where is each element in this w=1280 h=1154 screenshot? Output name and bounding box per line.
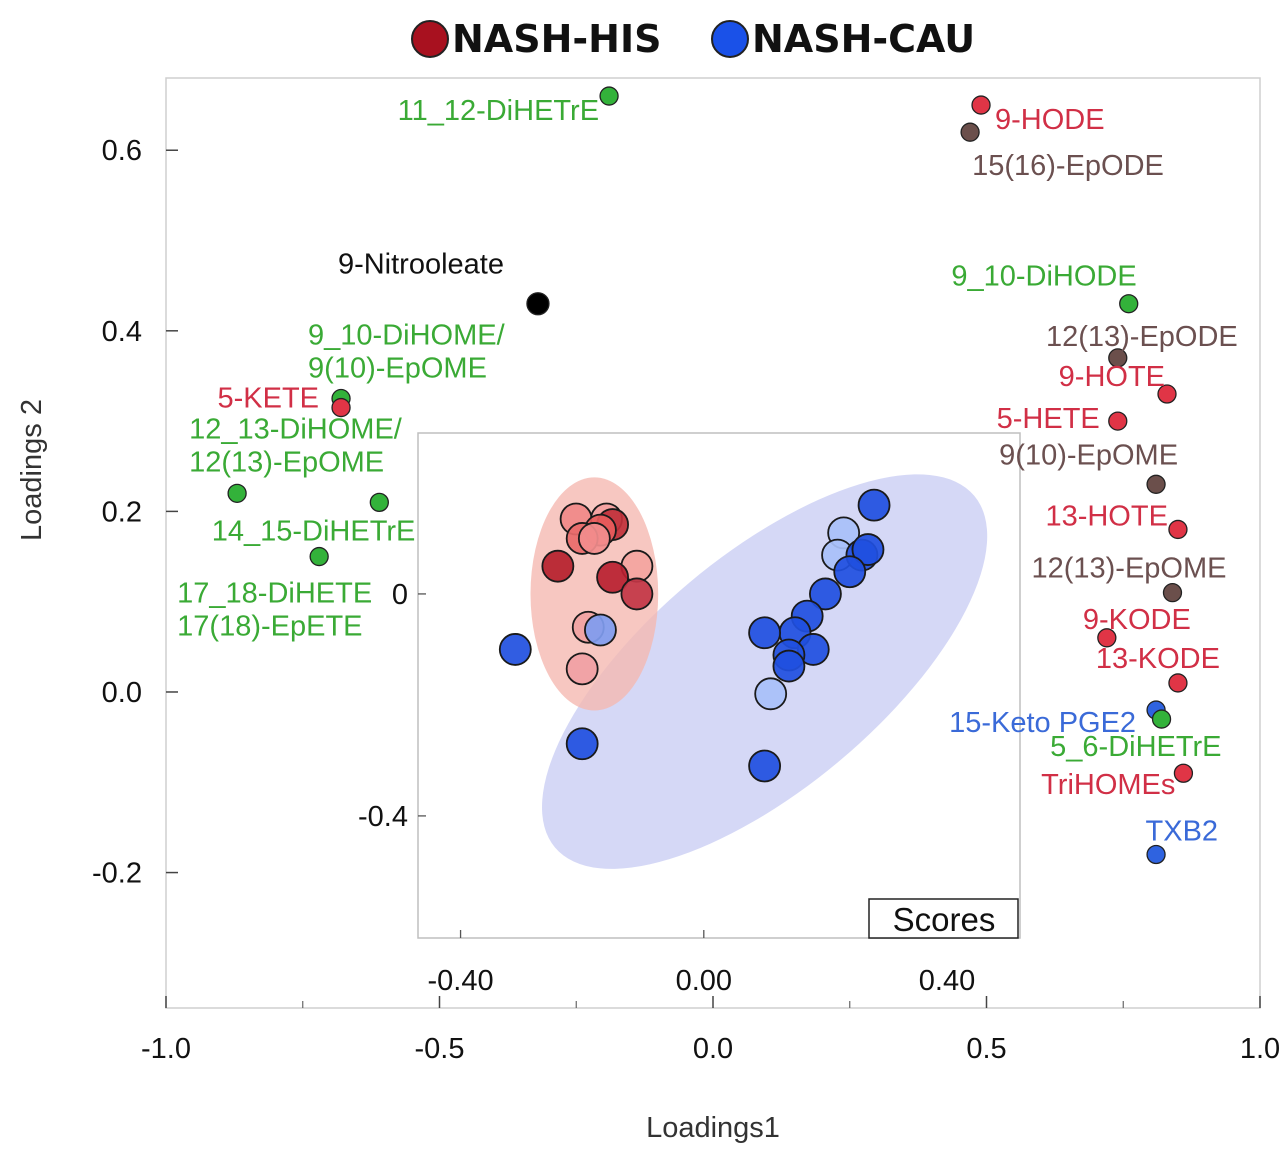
loadings-y-tick-label: 0.2 (102, 496, 142, 528)
loading-point-label: TXB2 (1146, 816, 1219, 848)
loading-point-label: 13-HOTE (1045, 500, 1167, 532)
chart-legend: NASH-HIS NASH-CAU (411, 17, 975, 61)
loading-point-9-10-epome (1146, 474, 1166, 494)
loading-point-12-13-dihome-12-13-epome (227, 483, 247, 503)
score-point-nash-cau (584, 613, 617, 647)
loadings-y-tick-label: -0.2 (92, 858, 142, 890)
loading-point-label: 9-KODE (1083, 604, 1191, 636)
loading-point-17-18-dihete-17-18-epete (309, 546, 329, 567)
scores-y-tick-label: -0.4 (358, 801, 408, 833)
loading-point-label: 9_10-DiHODE (951, 261, 1136, 293)
loading-point-5-6-dihetre (1151, 709, 1172, 729)
loading-point-9-nitrooleate (526, 292, 550, 316)
loading-point-5-kete (331, 397, 351, 418)
loadings-x-tick-label: -1.0 (141, 1033, 191, 1065)
loading-point-label: TriHOMEs (1041, 769, 1175, 801)
score-point-nash-cau (498, 633, 532, 666)
loading-point-label: 11_12-DiHETrE (398, 95, 599, 127)
loading-point-label: 15(16)-EpODE (972, 150, 1164, 182)
loadings-y-tick-label: 0.4 (102, 316, 142, 348)
score-point-nash-cau (833, 555, 867, 589)
legend-label-nash-cau: NASH-CAU (752, 17, 975, 61)
loadings-y-axis-title: Loadings 2 (16, 399, 48, 541)
confidence-ellipse-nash-his (530, 477, 659, 711)
scores-x-tick-label: 0.40 (919, 965, 975, 997)
loading-point-13-hote (1168, 519, 1188, 540)
loading-point-9-kode (1097, 628, 1117, 648)
loading-point-label: 9-HOTE (1059, 361, 1165, 393)
loading-point-label: 13-KODE (1096, 643, 1220, 675)
loading-point-label: 14_15-DiHETrE (212, 515, 416, 547)
score-point-nash-cau (748, 749, 782, 783)
loading-point-label: 17_18-DiHETE 17(18)-EpETE (177, 578, 372, 643)
legend-marker-nash-cau (711, 20, 749, 58)
score-point-nash-cau (809, 577, 842, 611)
loadings-x-tick-label: 1.0 (1240, 1033, 1280, 1065)
score-point-nash-cau (851, 533, 885, 566)
scores-inset: -0.40 0.00 0.40 0 -0.4 Scores (358, 432, 1021, 997)
loadings-x-tick-label: 0.5 (966, 1033, 1006, 1065)
loadings-x-tick-label: -0.5 (415, 1033, 465, 1065)
score-point-nash-cau (565, 727, 599, 761)
loadings-y-tick-label: 0.0 (102, 677, 142, 709)
loading-point-15-16-epode (960, 122, 980, 142)
scores-y-tick-label: 0 (392, 579, 408, 611)
loading-point-9-hote (1157, 384, 1177, 404)
loading-point-label: 9(10)-EpOME (999, 439, 1178, 471)
score-point-nash-cau (857, 488, 891, 522)
loading-point-14-15-dihetre (369, 492, 389, 513)
loading-point-12-13-epome (1162, 583, 1183, 603)
loading-point-label: 9-Nitrooleate (338, 249, 504, 281)
score-point-nash-his (541, 549, 575, 583)
score-point-nash-cau (754, 677, 788, 711)
scores-x-tick-label: 0.00 (676, 965, 732, 997)
legend-label-nash-his: NASH-HIS (452, 17, 661, 61)
score-point-nash-his (620, 577, 654, 611)
legend-marker-nash-his (411, 20, 449, 58)
loading-point-12-13-epode (1108, 348, 1128, 368)
score-point-nash-cau (748, 616, 782, 650)
loading-point-txb2 (1146, 844, 1166, 865)
scores-x-tick-label: -0.40 (428, 965, 494, 997)
loading-point-5-hete (1108, 411, 1128, 431)
loadings-x-axis-title: Loadings1 (646, 1112, 780, 1144)
loadings-x-tick-label: 0.0 (693, 1033, 733, 1065)
score-point-nash-his (565, 652, 599, 686)
loading-point-label: 12(13)-EpODE (1046, 321, 1238, 353)
loading-point-label: 5-KETE (218, 383, 320, 415)
loading-point-13-kode (1168, 673, 1188, 693)
loading-point-trihomes (1173, 763, 1194, 783)
loading-point-label: 12_13-DiHOME/12(13)-EpOME (189, 413, 403, 478)
loading-point-label: 15-Keto PGE2 (949, 707, 1136, 739)
loading-point-label: 9_10-DiHOME/9(10)-EpOME (308, 320, 506, 385)
loading-point-9-hode (971, 95, 991, 115)
score-point-nash-his (577, 522, 611, 555)
score-point-nash-cau (772, 649, 806, 683)
confidence-ellipse-nash-cau (542, 474, 988, 869)
loading-point-label: 5_6-DiHETrE (1050, 731, 1221, 763)
scores-title-box (868, 898, 1019, 939)
loading-point-label: 12(13)-EpOME (1031, 553, 1226, 585)
loading-point-label: 5-HETE (997, 403, 1100, 435)
loading-point-11-12-dihetre (599, 86, 619, 106)
score-point-nash-his (596, 560, 629, 594)
scores-title: Scores (893, 901, 996, 938)
loading-point-9-10-dihode (1119, 294, 1139, 314)
loading-point-label: 9-HODE (995, 104, 1105, 136)
loadings-y-tick-label: 0.6 (102, 135, 142, 167)
